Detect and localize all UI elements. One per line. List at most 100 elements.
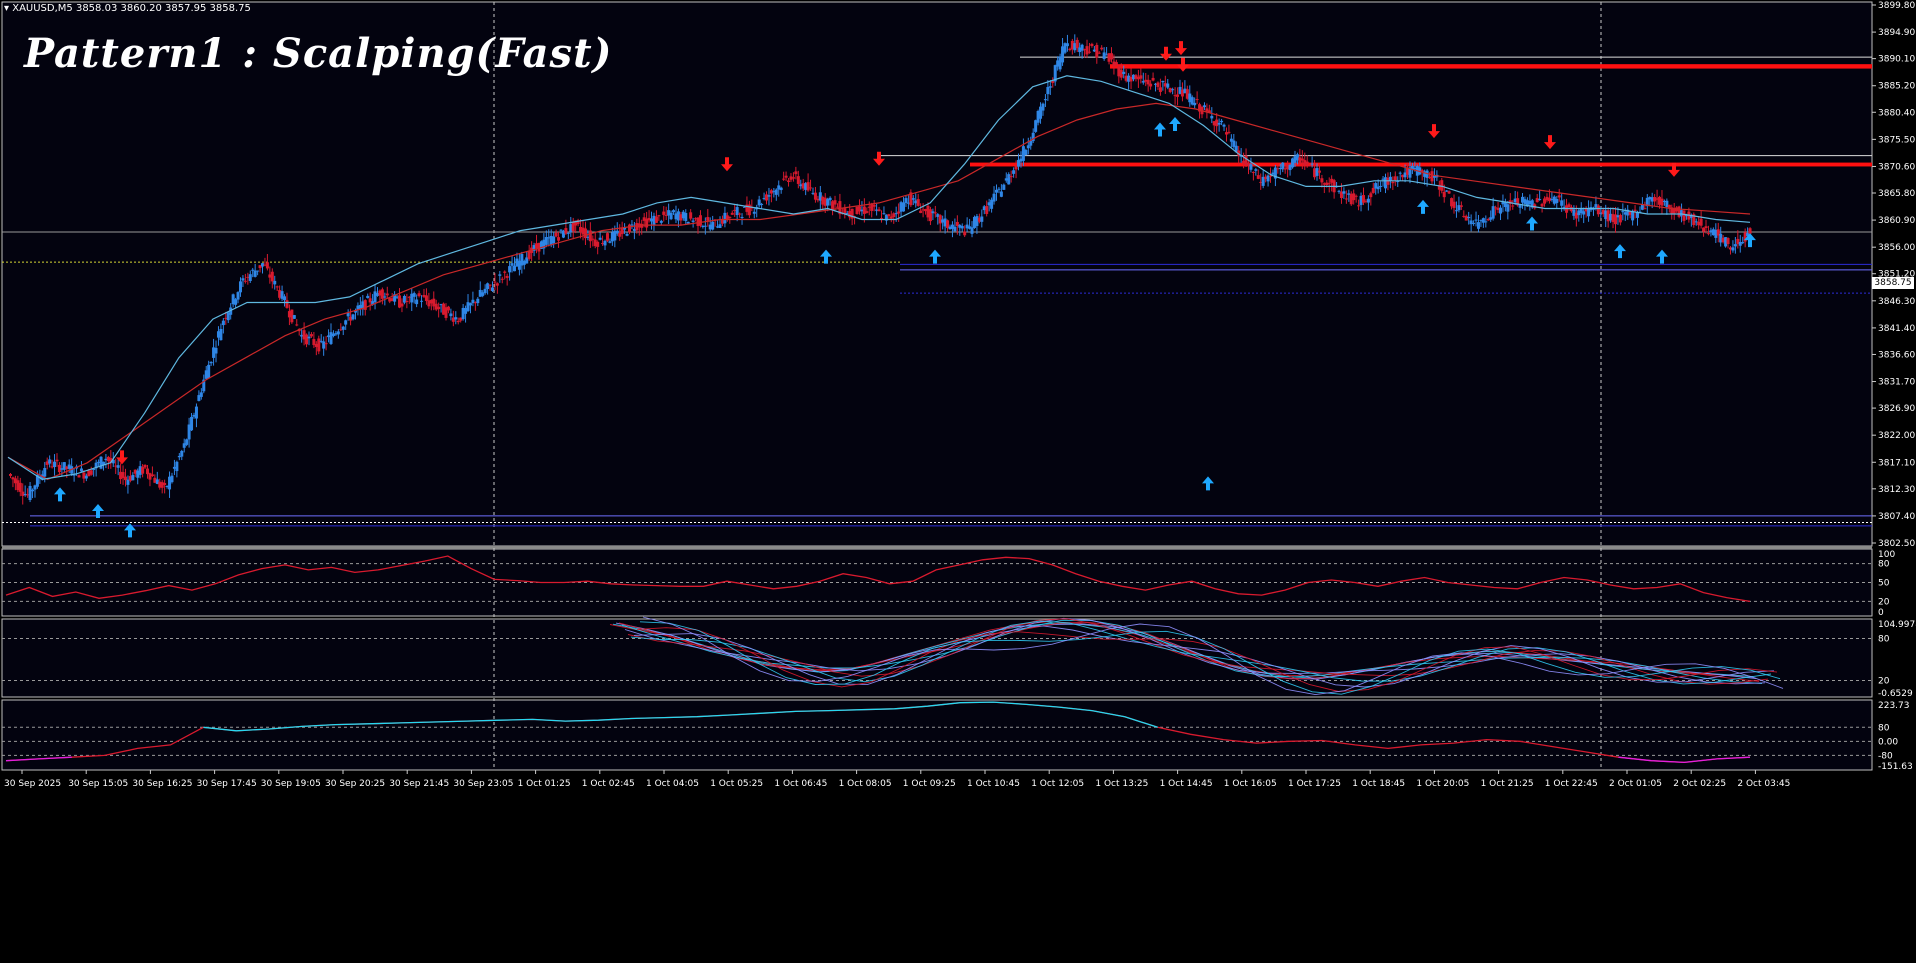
sell-arrow-icon	[873, 151, 885, 166]
candle-body	[596, 241, 600, 247]
candle-body	[1535, 198, 1539, 203]
candle-body	[1714, 229, 1718, 238]
x-tick-label: 1 Oct 01:25	[518, 779, 571, 789]
candle-body	[65, 466, 69, 470]
buy-arrow-icon	[1417, 199, 1429, 214]
candle-body	[1645, 197, 1649, 207]
candle-body	[948, 226, 952, 230]
candle-body	[1085, 46, 1089, 55]
ma-slow-line	[7, 102, 1751, 481]
candle-body	[177, 455, 181, 458]
buy-arrow-icon	[1154, 122, 1166, 137]
candle-body	[745, 204, 749, 212]
candle-body	[261, 263, 265, 267]
candle-body	[1484, 221, 1488, 223]
candle-body	[302, 330, 306, 340]
candle-body	[1733, 244, 1737, 247]
candle-body	[855, 206, 859, 215]
candle-body	[936, 214, 940, 217]
candle-body	[527, 250, 531, 259]
candle-body	[1141, 81, 1145, 83]
candle-body	[150, 474, 154, 476]
candle-body	[1374, 183, 1378, 189]
candle-body	[500, 278, 504, 280]
oscillator_3-panel	[1, 699, 1873, 771]
candle-body	[180, 450, 184, 457]
candle-body	[1719, 233, 1723, 243]
candle-body	[1469, 220, 1473, 225]
candle-body	[415, 299, 419, 305]
candle-body	[94, 462, 98, 469]
buy-arrow-icon	[1656, 249, 1668, 264]
candle-body	[123, 476, 127, 481]
candle-body	[199, 392, 203, 397]
candle-body	[155, 479, 159, 484]
candle-body	[1193, 102, 1197, 106]
candle-body	[1450, 198, 1454, 207]
candle-body	[752, 211, 756, 214]
candle-body	[1508, 200, 1512, 204]
candle-body	[1721, 237, 1725, 243]
osc2-ribbon-line	[615, 622, 1757, 680]
osc-y-tick-label: 80	[1878, 723, 1890, 733]
candle-body	[190, 416, 194, 431]
candle-body	[1489, 217, 1493, 220]
x-tick-label: 2 Oct 02:25	[1673, 779, 1726, 789]
x-tick-label: 30 Sep 20:25	[325, 779, 385, 789]
candle-body	[1180, 89, 1184, 97]
candle-body	[894, 213, 898, 215]
candle-body	[1665, 200, 1669, 207]
candle-body	[1220, 120, 1224, 123]
y-tick-label: 3860.90	[1878, 216, 1915, 226]
candle-body	[537, 242, 541, 252]
candle-body	[339, 329, 343, 331]
candle-body	[43, 468, 47, 477]
candle-body	[1154, 83, 1158, 85]
candle-body	[1014, 166, 1018, 170]
buy-arrow-icon	[92, 504, 104, 519]
candle-body	[510, 263, 514, 266]
candle-body	[219, 328, 223, 341]
candle-body	[234, 299, 238, 305]
candle-body	[1503, 201, 1507, 208]
candle-body	[1366, 198, 1370, 203]
candle-body	[60, 468, 64, 470]
candle-body	[552, 236, 556, 244]
candle-body	[1291, 158, 1295, 168]
candle-body	[1075, 39, 1079, 49]
candle-body	[368, 298, 372, 303]
candle-body	[503, 271, 507, 273]
candle-body	[1026, 145, 1030, 149]
candle-body	[300, 334, 304, 337]
candle-body	[1604, 210, 1608, 220]
candle-body	[818, 192, 822, 201]
candle-body	[1146, 79, 1150, 85]
candle-body	[1036, 110, 1040, 123]
x-tick-label: 1 Oct 02:45	[582, 779, 635, 789]
candle-body	[1699, 218, 1703, 226]
candle-body	[398, 295, 402, 308]
candle-body	[1168, 88, 1172, 93]
candle-body	[1528, 200, 1532, 205]
candle-body	[933, 212, 937, 214]
candle-body	[258, 265, 262, 269]
candle-body	[1640, 204, 1644, 210]
candle-body	[571, 222, 575, 232]
candle-body	[610, 232, 614, 242]
candle-body	[1073, 43, 1077, 51]
candle-body	[1393, 176, 1397, 181]
candle-body	[62, 462, 66, 470]
candle-body	[1513, 198, 1517, 203]
candle-body	[691, 220, 695, 222]
candle-body	[295, 324, 299, 326]
triangle-down-icon[interactable]: ▾	[4, 3, 10, 14]
candle-body	[1090, 43, 1094, 46]
candle-body	[941, 219, 945, 223]
candle-body	[1518, 204, 1522, 208]
candle-body	[823, 197, 827, 206]
candle-body	[1408, 167, 1412, 178]
candle-body	[1410, 165, 1414, 170]
candle-body	[681, 211, 685, 219]
candle-body	[412, 293, 416, 297]
